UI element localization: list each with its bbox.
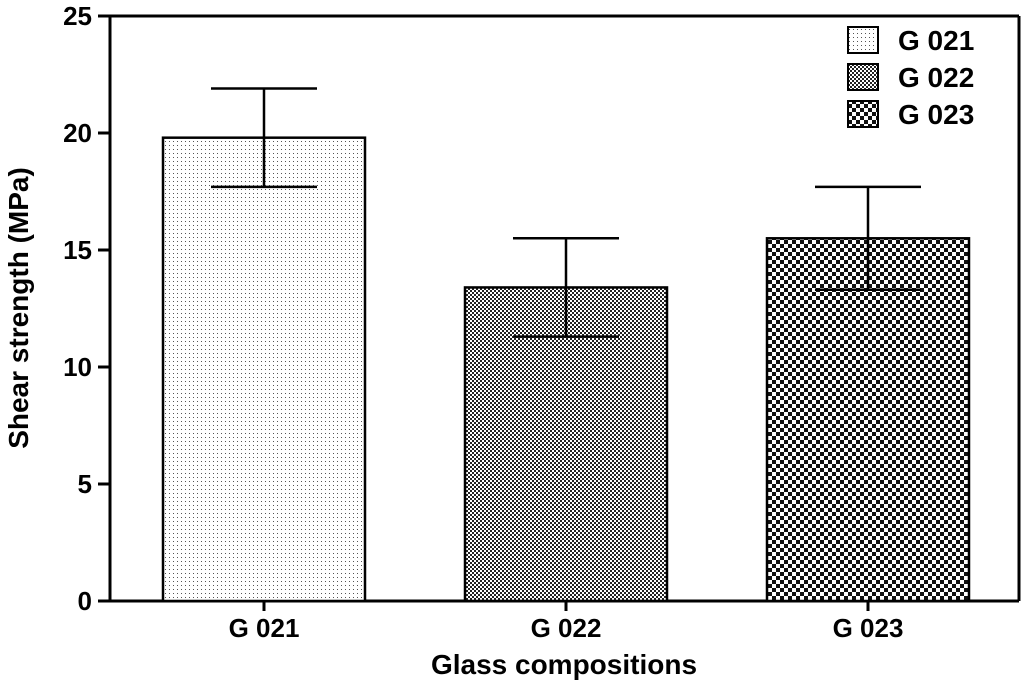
- y-tick-label: 20: [63, 118, 92, 148]
- y-tick-label: 15: [63, 235, 92, 265]
- legend-swatch-g-023: [847, 100, 879, 128]
- y-tick-label: 0: [78, 586, 92, 616]
- y-axis-ticks: 0 5 10 15 20 25: [63, 1, 110, 616]
- x-tick-label-g-022: G 022: [531, 613, 602, 643]
- x-axis-title: Glass compositions: [431, 649, 697, 680]
- y-tick-label: 25: [63, 1, 92, 31]
- legend-swatch-g-021: [847, 26, 879, 54]
- legend: G 021 G 022 G 023: [847, 25, 974, 130]
- y-axis-title: Shear strength (MPa): [3, 167, 34, 449]
- error-bars-group: [211, 87, 921, 338]
- bar-g-021: [161, 136, 367, 603]
- y-tick-label: 5: [78, 469, 92, 499]
- x-axis-tick-labels: G 021 G 022 G 023: [229, 601, 904, 643]
- legend-swatch-g-022: [847, 63, 879, 91]
- legend-label-g-021: G 021: [898, 25, 974, 56]
- x-tick-label-g-023: G 023: [833, 613, 904, 643]
- bar-g-023: [765, 237, 971, 603]
- x-tick-label-g-021: G 021: [229, 613, 300, 643]
- legend-label-g-022: G 022: [898, 62, 974, 93]
- y-tick-label: 10: [63, 352, 92, 382]
- legend-label-g-023: G 023: [898, 99, 974, 130]
- bars-group: [161, 136, 971, 603]
